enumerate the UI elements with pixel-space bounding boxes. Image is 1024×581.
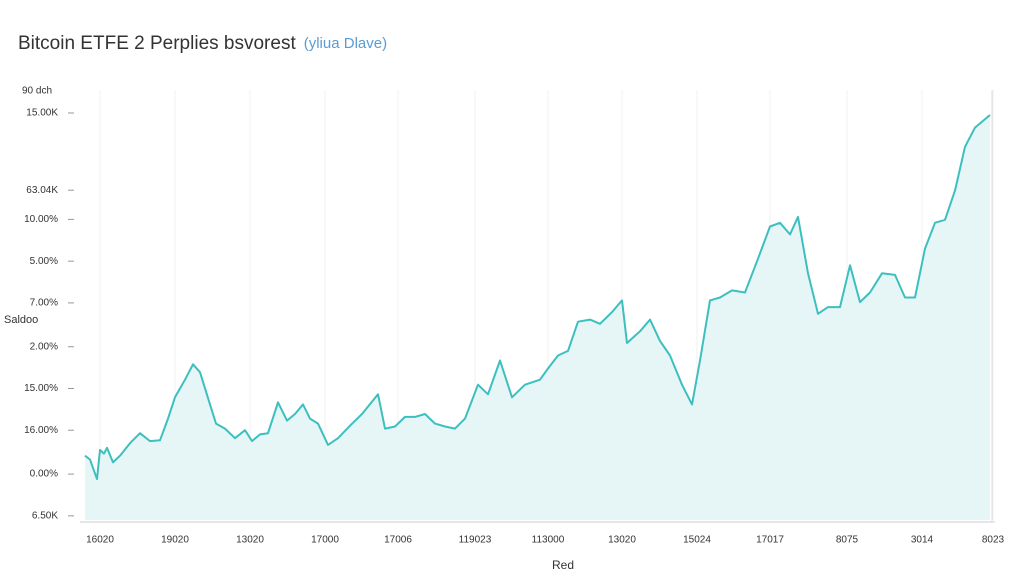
x-tick-label: 19020 bbox=[161, 535, 189, 546]
x-tick-label: 8023 bbox=[982, 535, 1005, 546]
y-tick-label: 10.00% bbox=[24, 214, 58, 225]
x-tick-label: 13020 bbox=[236, 535, 264, 546]
y-tick-label: 6.50K bbox=[32, 510, 58, 521]
x-tick-label: 8075 bbox=[836, 535, 859, 546]
x-tick-label: 17006 bbox=[384, 535, 412, 546]
title: Bitcoin ETFE 2 Perplies bsvorest bbox=[18, 33, 296, 54]
y-tick-label: 0.00% bbox=[30, 469, 58, 480]
y-tick-label: 2.00% bbox=[30, 341, 58, 352]
x-tick-label: 17000 bbox=[311, 535, 339, 546]
x-tick-label: 3014 bbox=[911, 535, 934, 546]
y-tick-label: 63.04K bbox=[26, 185, 58, 196]
y-tick-label: 5.00% bbox=[30, 256, 58, 267]
y-tick-label: 7.00% bbox=[30, 298, 58, 309]
y-tick-label: 15.00% bbox=[24, 383, 58, 394]
x-tick-label: 113000 bbox=[532, 535, 565, 546]
x-tick-label: 13020 bbox=[608, 535, 636, 546]
y-unit: 90 dch bbox=[22, 86, 52, 97]
y-axis-label: Saldoo bbox=[4, 314, 38, 326]
x-tick-label: 17017 bbox=[756, 535, 784, 546]
area-fill bbox=[85, 115, 990, 520]
subtitle: (yliua Dlave) bbox=[304, 35, 387, 52]
x-tick-label: 119023 bbox=[459, 535, 492, 546]
y-tick-label: 15.00K bbox=[26, 108, 58, 119]
x-tick-label: 15024 bbox=[683, 535, 711, 546]
chart-title: Bitcoin ETFE 2 Perplies bsvorest (yliua D… bbox=[18, 33, 387, 54]
line bbox=[84, 114, 991, 481]
y-tick-label: 16.00% bbox=[24, 425, 58, 436]
x-axis-label: Red bbox=[552, 558, 574, 572]
x-tick-label: 16020 bbox=[86, 535, 114, 546]
